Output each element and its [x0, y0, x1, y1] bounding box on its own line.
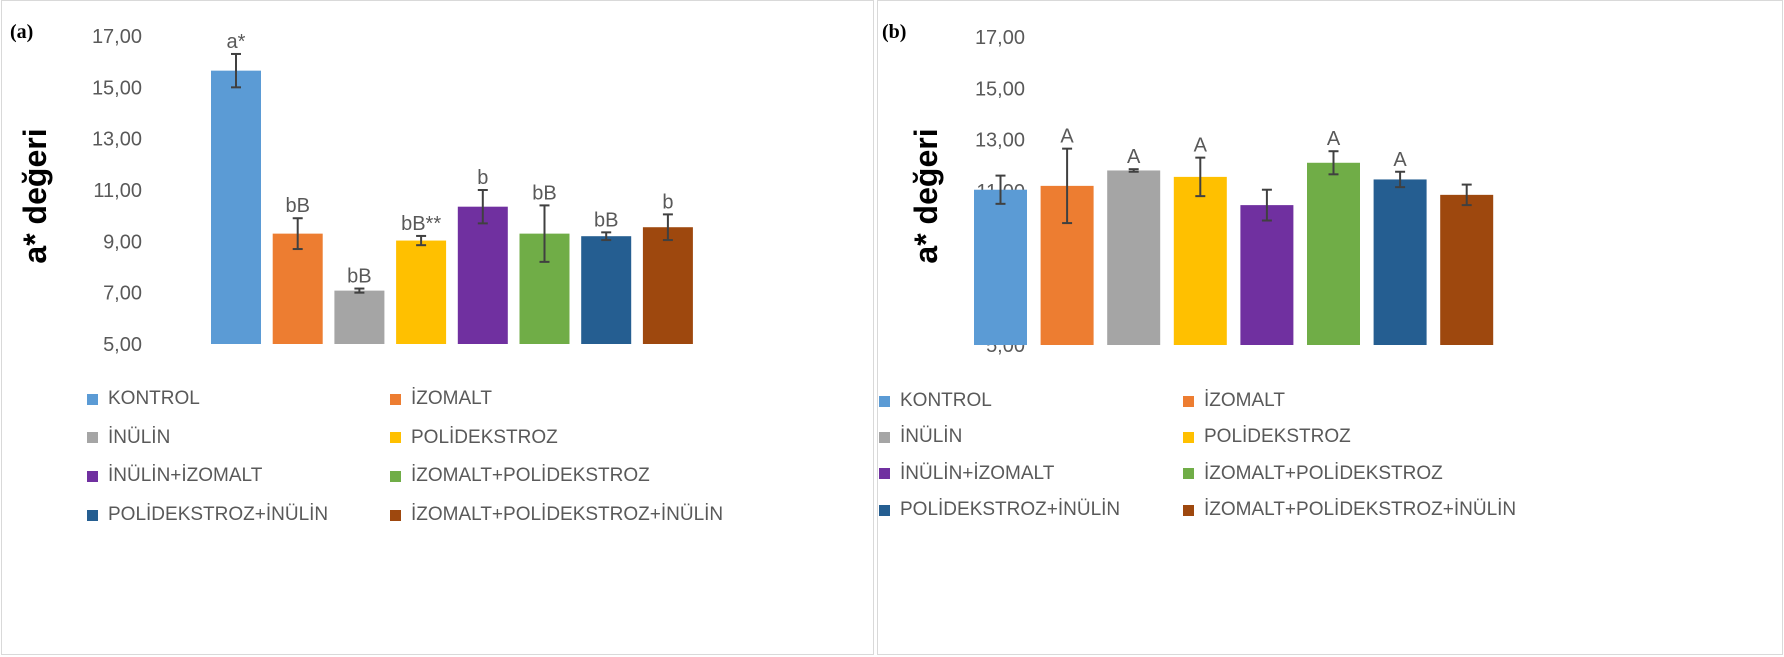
- bar: [396, 240, 447, 344]
- legend-item: İNÜLİN: [87, 427, 170, 449]
- legend-item: İZOMALT: [1183, 390, 1285, 412]
- bar: [211, 70, 261, 345]
- y-tick-label: 7,00: [103, 283, 142, 305]
- bar: [581, 236, 632, 344]
- legend-label: İZOMALT+POLİDEKSTROZ+İNÜLİN: [1204, 499, 1517, 521]
- bar: [1440, 194, 1494, 345]
- data-label: bB: [532, 182, 556, 204]
- data-label: bB: [285, 195, 309, 217]
- y-tick-label: 13,00: [92, 129, 142, 151]
- data-label: a*: [227, 31, 246, 53]
- y-tick-label: 11,00: [93, 180, 142, 202]
- bar: [457, 206, 508, 344]
- y-tick-label: 15,00: [92, 77, 142, 99]
- legend-label: İZOMALT+POLİDEKSTROZ+İNÜLİN: [411, 504, 724, 526]
- bar: [974, 189, 1027, 345]
- legend-item: POLİDEKSTROZ+İNÜLİN: [87, 504, 328, 526]
- data-label: bB: [347, 266, 371, 288]
- legend-swatch: [87, 393, 98, 405]
- bar: [1373, 179, 1427, 345]
- data-label: b: [477, 167, 488, 189]
- legend-swatch: [879, 395, 890, 407]
- legend-label: KONTROL: [108, 388, 200, 409]
- legend-item: İNÜLİN+İZOMALT: [87, 465, 262, 487]
- legend-label: KONTROL: [900, 390, 992, 411]
- legend-swatch: [879, 468, 890, 480]
- y-axis-label: a* değeri: [17, 128, 53, 263]
- data-label: A: [1194, 135, 1208, 157]
- legend-swatch: [879, 431, 890, 443]
- legend-swatch: [87, 470, 98, 482]
- bar: [1107, 170, 1161, 345]
- panel-label: (b): [882, 21, 907, 43]
- y-axis-label: a* değeri: [908, 128, 944, 263]
- legend-item: POLİDEKSTROZ: [390, 427, 558, 449]
- legend-label: POLİDEKSTROZ+İNÜLİN: [108, 504, 329, 526]
- data-label: b: [662, 191, 673, 213]
- bar: [272, 233, 323, 344]
- legend-swatch: [390, 393, 401, 405]
- legend-item: İZOMALT+POLİDEKSTROZ: [1183, 463, 1443, 485]
- legend-item: KONTROL: [87, 388, 200, 410]
- legend-item: İNÜLİN+İZOMALT: [879, 463, 1054, 485]
- legend-label: İZOMALT: [1204, 390, 1285, 411]
- legend-swatch: [390, 470, 401, 482]
- legend-swatch: [390, 432, 401, 444]
- legend-label: POLİDEKSTROZ+İNÜLİN: [900, 499, 1121, 521]
- legend-item: İZOMALT+POLİDEKSTROZ+İNÜLİN: [390, 504, 723, 526]
- legend-label: POLİDEKSTROZ: [411, 426, 558, 448]
- legend-item: İZOMALT+POLİDEKSTROZ: [390, 465, 650, 487]
- legend-item: İZOMALT+POLİDEKSTROZ+İNÜLİN: [1183, 499, 1516, 521]
- legend-swatch: [87, 509, 98, 521]
- legend-label: İNÜLİN+İZOMALT: [900, 462, 1055, 484]
- legend-swatch: [87, 432, 98, 444]
- legend-item: POLİDEKSTROZ+İNÜLİN: [879, 499, 1120, 521]
- data-label: A: [1327, 128, 1341, 150]
- bar: [642, 227, 693, 344]
- data-label: A: [1060, 126, 1074, 148]
- chart-panel-a: (a) 5,00 7,00 9,00 11,00 13,00 15,00 17,00 a* d…: [1, 0, 874, 655]
- y-tick-label: 17,00: [975, 27, 1025, 49]
- bar: [334, 290, 385, 344]
- legend-label: İNÜLİN: [900, 426, 963, 448]
- data-label: A: [1127, 146, 1141, 168]
- panel-label: (a): [10, 21, 34, 43]
- legend-swatch: [879, 504, 890, 516]
- legend-label: İZOMALT+POLİDEKSTROZ: [411, 465, 650, 487]
- bar: [1307, 162, 1360, 345]
- legend-swatch: [1183, 504, 1194, 516]
- legend-item: İNÜLİN: [879, 426, 962, 448]
- y-tick-label: 5,00: [103, 334, 142, 356]
- legend-label: İZOMALT+POLİDEKSTROZ: [1204, 462, 1443, 484]
- bar-chart-a: 5,00 7,00 9,00 11,00 13,00 15,00 17,00 a* değer…: [17, 26, 693, 356]
- legend-label: İNÜLİN+İZOMALT: [108, 465, 263, 487]
- data-label: bB: [594, 209, 618, 231]
- legend-label: POLİDEKSTROZ: [1204, 426, 1351, 448]
- legend-label: İZOMALT: [411, 388, 492, 409]
- bar: [1240, 205, 1294, 345]
- data-label: A: [1393, 149, 1407, 171]
- y-tick-label: 17,00: [92, 26, 142, 48]
- legend-item: İZOMALT: [390, 388, 492, 410]
- legend-swatch: [1183, 395, 1194, 407]
- y-tick-label: 13,00: [975, 130, 1025, 152]
- legend-swatch: [1183, 431, 1194, 443]
- y-tick-label: 9,00: [103, 231, 142, 253]
- legend-swatch: [1183, 468, 1194, 480]
- legend-item: KONTROL: [879, 390, 992, 412]
- y-tick-label: 15,00: [975, 78, 1025, 100]
- legend-item: POLİDEKSTROZ: [1183, 426, 1351, 448]
- legend-swatch: [390, 509, 401, 521]
- data-label: bB**: [401, 213, 441, 235]
- bar: [1173, 176, 1227, 345]
- legend-label: İNÜLİN: [108, 426, 171, 448]
